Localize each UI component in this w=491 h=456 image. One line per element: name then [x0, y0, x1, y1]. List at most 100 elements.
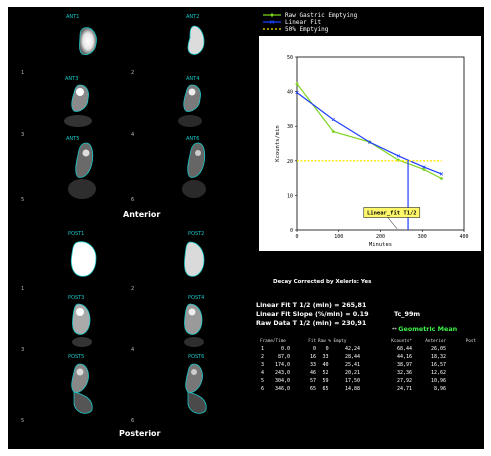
legend-label: Linear Fit: [285, 19, 322, 26]
data-point: [331, 117, 335, 122]
y-tick-label: 50: [287, 55, 293, 61]
table-row: 5 304,0 57 59 17,50 27,92 10,96: [260, 377, 476, 385]
table-cell: 14,88: [344, 386, 360, 392]
linear-fit-t-half: Linear Fit T 1/2 (min) = 265,81: [256, 301, 367, 309]
frame-label: ANT3: [65, 76, 79, 82]
scan-frame-post5[interactable]: POST5 5: [18, 354, 108, 426]
scan-frame-ant2[interactable]: ANT2 2: [128, 12, 218, 76]
y-tick-label: 10: [287, 193, 293, 199]
data-point: [422, 165, 426, 169]
table-cell: 10,96: [430, 378, 446, 384]
scan-frame-ant5[interactable]: ANT5 5: [18, 136, 108, 207]
table-cell: 8,96: [433, 386, 446, 392]
col-header-kcounts: Kcounts*: [391, 338, 412, 344]
frame-label: POST6: [188, 354, 205, 360]
table-row: 4 243,0 46 52 20,21 32,36 12,62: [260, 369, 476, 377]
stomach-image: [71, 363, 93, 414]
table-cell: 3: [260, 362, 264, 368]
frame-number: 1: [21, 286, 25, 292]
table-cell: 4: [260, 370, 264, 376]
col-header-fit: Fit: [308, 338, 316, 344]
frame-label: POST3: [68, 295, 85, 301]
table-cell: 6: [260, 386, 264, 392]
geometric-mean-text: Geometric Mean: [398, 325, 458, 333]
table-cell: 25,41: [344, 362, 360, 368]
frame-number: 3: [21, 347, 25, 353]
frame-number: 5: [21, 197, 25, 203]
emptying-data-table: Frame/Time Fit Raw % Empty Kcounts* Ante…: [260, 337, 476, 393]
col-header-frame-time: Frame/Time: [260, 338, 286, 344]
t-half-annotation-box: [363, 207, 421, 218]
table-row: 6 346,0 65 65 14,88 24,71 8,96: [260, 385, 476, 393]
table-header-row: Frame/Time Fit Raw % Empty Kcounts* Ante…: [260, 337, 476, 345]
table-cell: 24,71: [396, 386, 412, 392]
col-header-raw-empty: Raw % Empty: [318, 338, 347, 344]
table-cell: 52: [322, 370, 329, 376]
scan-frame-ant1[interactable]: ANT1 1: [18, 12, 108, 76]
geometric-mean-label: ** Geometric Mean: [392, 325, 458, 333]
stomach-image: [72, 303, 92, 347]
frame-label: POST5: [68, 354, 85, 360]
table-cell: 243,0: [274, 370, 290, 376]
scan-frame-post2[interactable]: POST2 2: [128, 230, 218, 292]
scan-frame-post1[interactable]: POST1 1: [18, 230, 108, 292]
y-tick-label: 40: [287, 90, 293, 96]
x-tick-label: 400: [459, 234, 468, 240]
isotope-label: Tc_99m: [394, 310, 421, 318]
scan-frame-ant6[interactable]: ANT6 6: [128, 136, 218, 207]
table-cell: 0: [325, 346, 329, 352]
stomach-image: [64, 84, 92, 127]
table-cell: 28,44: [344, 354, 360, 360]
frame-number: 5: [21, 418, 25, 424]
table-cell: 5: [260, 378, 264, 384]
stomach-image: [187, 25, 205, 55]
table-cell: 1: [260, 346, 264, 352]
stomach-image: [79, 27, 97, 55]
legend-label: 50% Emptying: [285, 26, 329, 33]
table-cell: 65: [309, 386, 316, 392]
gastric-emptying-chart: Raw Gastric Emptying Linear Fit 50% Emptyi…: [233, 8, 481, 251]
table-cell: 346,0: [274, 386, 290, 392]
frame-number: 4: [131, 347, 135, 353]
plot-frame: [296, 56, 465, 231]
stomach-image: [68, 142, 96, 199]
frame-number: 3: [21, 132, 25, 138]
table-cell: 16,57: [430, 362, 446, 368]
gastric-emptying-report: ANT1 1 ANT2 2 ANT3 3 AN: [8, 7, 484, 449]
table-row: 1 0.0 0 0 42,24 68,44 26,05: [260, 345, 476, 353]
table-row: 2 87,0 16 33 28,44 44,16 18,32: [260, 353, 476, 361]
x-tick-label: 100: [334, 234, 343, 240]
table-cell: 16: [309, 354, 316, 360]
data-point: [295, 82, 299, 86]
x-axis-label: Minutes: [369, 242, 392, 248]
scan-frame-ant4[interactable]: ANT4 4: [128, 75, 218, 138]
frame-number: 6: [131, 418, 135, 424]
scan-frame-ant3[interactable]: ANT3 3: [18, 75, 108, 138]
table-cell: 32,36: [396, 370, 412, 376]
frame-label: ANT4: [186, 76, 200, 82]
scan-frame-post6[interactable]: POST6 6: [128, 354, 218, 426]
y-tick-label: 0: [290, 228, 293, 234]
scan-frame-post3[interactable]: POST3 3: [18, 294, 108, 353]
frame-label: POST2: [188, 231, 205, 237]
table-cell: 26,05: [430, 346, 446, 352]
stomach-image: [178, 84, 202, 127]
table-cell: 0: [312, 346, 316, 352]
table-cell: 40: [322, 362, 329, 368]
table-cell: 42,24: [344, 346, 360, 352]
chart-plot-area: 0 100 200 300 400 0 10 20 30 40 50 Minutes Kcounts/m…: [275, 55, 469, 248]
decay-correction-text: Decay Corrected by Xeleris: Yes: [273, 279, 372, 285]
scan-frame-post4[interactable]: POST4 4: [128, 294, 218, 353]
table-cell: 59: [322, 378, 329, 384]
legend-marker: [269, 20, 275, 24]
table-cell: 17,50: [344, 378, 360, 384]
table-cell: 174,0: [274, 362, 290, 368]
data-point: [396, 158, 401, 162]
table-cell: 33: [322, 354, 329, 360]
frame-label: POST4: [188, 295, 205, 301]
x-tick-label: 300: [418, 234, 427, 240]
legend-label: Raw Gastric Emptying: [285, 12, 358, 19]
frame-label: POST1: [68, 231, 85, 237]
table-cell: 68,44: [396, 346, 412, 352]
